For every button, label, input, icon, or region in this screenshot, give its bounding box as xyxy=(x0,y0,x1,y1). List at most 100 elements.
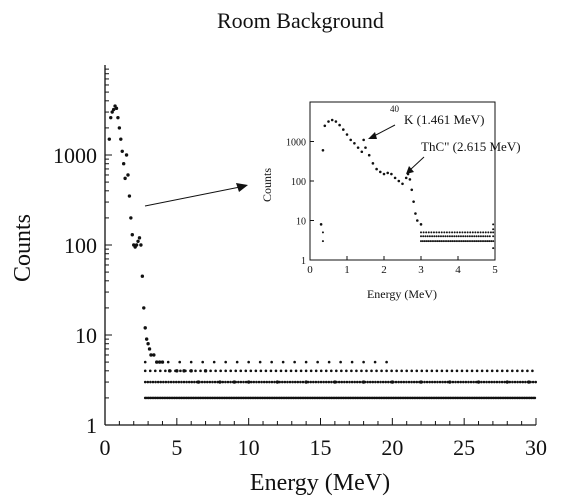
main-floor-point xyxy=(211,380,214,384)
main-floor-point xyxy=(385,360,388,364)
main-data-point xyxy=(119,137,123,141)
inset-data-point xyxy=(367,153,371,157)
inset-floor-point xyxy=(462,235,465,238)
main-floor-point xyxy=(384,380,388,384)
inset-data-point xyxy=(338,123,341,127)
main-floor-point xyxy=(174,369,177,373)
main-floor-point xyxy=(237,380,240,384)
inset-data-point xyxy=(360,150,364,154)
main-floor-point xyxy=(218,380,222,384)
inset-floor-point xyxy=(440,231,443,234)
inset-edge-point xyxy=(492,228,495,231)
main-floor-point xyxy=(219,369,222,373)
main-floor-point xyxy=(335,380,338,384)
main-floor-point xyxy=(314,369,318,373)
inset-floor-point xyxy=(426,235,429,238)
main-floor-point xyxy=(465,369,469,373)
inset-data-point xyxy=(334,120,338,123)
main-floor-point xyxy=(511,380,514,384)
main-data-point xyxy=(140,274,145,278)
inset-floor-point xyxy=(434,240,437,243)
main-data-point xyxy=(126,173,130,177)
main-floor-point xyxy=(526,369,529,373)
main-floor-point xyxy=(208,380,212,384)
main-floor-point xyxy=(498,380,501,384)
inset-data-point xyxy=(390,172,393,176)
main-floor-point xyxy=(153,369,157,373)
main-floor-point xyxy=(275,380,279,384)
main-data-point xyxy=(142,306,146,310)
main-floor-point xyxy=(224,360,227,364)
main-floor-point xyxy=(495,380,499,384)
main-floor-point xyxy=(464,380,468,384)
main-floor-point xyxy=(231,380,235,384)
inset-floor-point xyxy=(435,231,438,234)
inset-floor-point xyxy=(460,240,463,243)
main-floor-point xyxy=(395,369,398,373)
main-data-point xyxy=(120,149,124,153)
main-floor-point xyxy=(309,369,313,373)
main-floor-point xyxy=(531,369,534,373)
main-floor-point xyxy=(265,380,269,384)
main-floor-point xyxy=(269,369,273,373)
main-floor-point xyxy=(239,380,243,384)
main-floor-point xyxy=(500,369,504,373)
inset-floor-point xyxy=(438,231,441,234)
inset-floor-point xyxy=(429,240,432,243)
main-floor-point xyxy=(385,369,388,373)
main-y-tick-label: 100 xyxy=(64,233,97,258)
main-floor-point xyxy=(262,380,266,384)
main-floor-point xyxy=(156,380,160,384)
main-floor-point xyxy=(148,369,152,373)
inset-floor-point xyxy=(448,235,451,238)
inset-floor-point xyxy=(442,240,445,243)
main-floor-point xyxy=(355,380,359,384)
pointer-arrow-line xyxy=(144,186,241,207)
main-data-point xyxy=(147,347,152,351)
main-floor-point xyxy=(299,369,303,373)
inset-floor-point xyxy=(451,231,454,234)
main-floor-point xyxy=(319,369,323,373)
inset-floor-point xyxy=(475,240,478,243)
chart-title: Room Background xyxy=(217,8,384,33)
k40-annotation: K (1.461 MeV) xyxy=(404,112,485,127)
main-floor-point xyxy=(534,380,538,384)
main-floor-point xyxy=(380,369,383,373)
inset-floor-point xyxy=(431,235,434,238)
main-floor-point xyxy=(438,380,442,384)
main-floor-point xyxy=(309,380,313,384)
inset-floor-point xyxy=(420,231,422,234)
main-floor-point xyxy=(177,380,181,384)
inset-floor-point xyxy=(433,235,436,238)
inset-floor-point xyxy=(469,240,472,243)
main-floor-point xyxy=(500,380,504,384)
inset-floor-point xyxy=(444,235,447,238)
main-floor-point xyxy=(226,380,230,384)
main-data-point xyxy=(136,239,140,243)
inset-floor-point xyxy=(425,240,428,243)
inset-floor-point xyxy=(451,240,454,243)
main-floor-point xyxy=(387,380,390,384)
main-floor-point xyxy=(480,380,483,384)
main-floor-point xyxy=(430,369,434,373)
main-floor-point xyxy=(268,380,271,384)
main-data-point xyxy=(110,110,114,114)
main-floor-point xyxy=(304,369,308,373)
inset-data-point xyxy=(404,176,408,180)
inset-floor-point xyxy=(447,240,450,243)
main-floor-point xyxy=(234,369,238,373)
inset-floor-point xyxy=(438,240,441,243)
main-floor-point xyxy=(477,380,481,384)
main-floor-point xyxy=(521,380,525,384)
inset-floor-point xyxy=(428,235,431,238)
main-data-points xyxy=(107,104,538,400)
main-floor-point xyxy=(164,369,167,373)
main-x-tick-label: 30 xyxy=(525,435,547,460)
main-floor-point xyxy=(179,369,182,373)
main-floor-point xyxy=(190,380,194,384)
inset-data-point xyxy=(345,133,349,136)
main-floor-point xyxy=(189,369,192,373)
inset-floor-point xyxy=(432,231,435,234)
